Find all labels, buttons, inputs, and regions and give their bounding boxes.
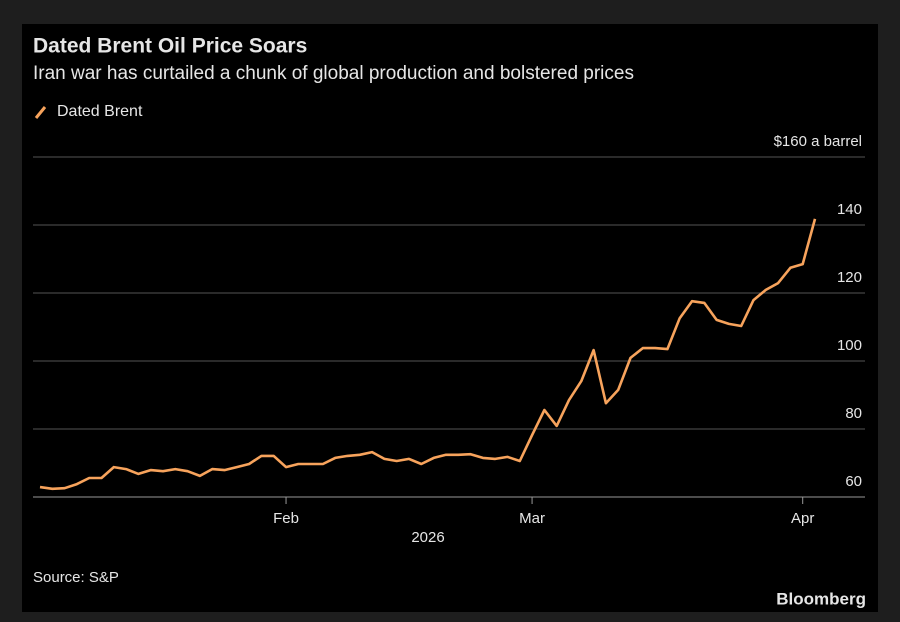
panel <box>22 24 878 612</box>
x-tick-label: Apr <box>791 510 814 527</box>
brand: Bloomberg <box>776 589 866 608</box>
source: Source: S&P <box>33 569 119 586</box>
x-tick-label: Mar <box>519 510 545 527</box>
y-tick-label: 100 <box>837 337 862 354</box>
y-tick-label: $160 a barrel <box>774 133 862 150</box>
x-tick-label: Feb <box>273 510 299 527</box>
y-tick-label: 140 <box>837 201 862 218</box>
series-line <box>39 218 817 491</box>
legend-marker <box>34 106 47 119</box>
y-tick-label: 60 <box>845 473 862 490</box>
chart-subtitle: Iran war has curtailed a chunk of global… <box>33 63 634 84</box>
y-tick-label: 80 <box>845 405 862 422</box>
chart-title: Dated Brent Oil Price Soars <box>33 35 307 58</box>
legend-label: Dated Brent <box>57 103 143 120</box>
y-tick-label: 120 <box>837 269 862 286</box>
x-axis-label: 2026 <box>411 529 444 546</box>
